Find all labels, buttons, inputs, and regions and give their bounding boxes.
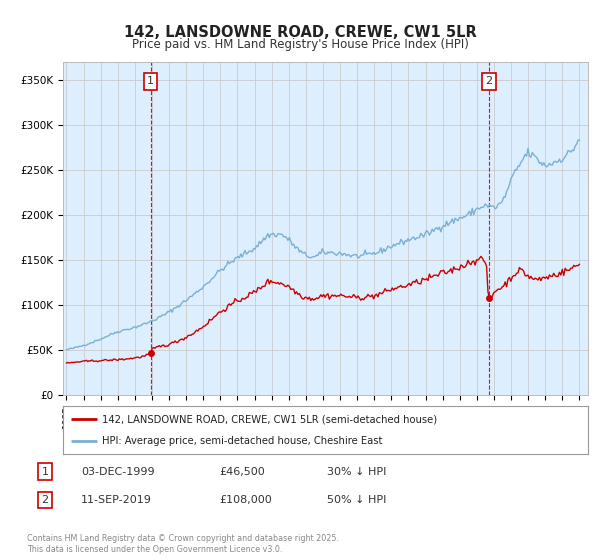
Text: Contains HM Land Registry data © Crown copyright and database right 2025.
This d: Contains HM Land Registry data © Crown c… <box>27 534 339 554</box>
Text: 50% ↓ HPI: 50% ↓ HPI <box>327 495 386 505</box>
Text: £108,000: £108,000 <box>219 495 272 505</box>
Text: 30% ↓ HPI: 30% ↓ HPI <box>327 466 386 477</box>
Text: 2: 2 <box>485 76 493 86</box>
Text: 11-SEP-2019: 11-SEP-2019 <box>81 495 152 505</box>
Text: 03-DEC-1999: 03-DEC-1999 <box>81 466 155 477</box>
Text: 1: 1 <box>41 466 49 477</box>
Text: 1: 1 <box>147 76 154 86</box>
Text: 2: 2 <box>41 495 49 505</box>
Text: HPI: Average price, semi-detached house, Cheshire East: HPI: Average price, semi-detached house,… <box>103 436 383 446</box>
Text: 142, LANSDOWNE ROAD, CREWE, CW1 5LR: 142, LANSDOWNE ROAD, CREWE, CW1 5LR <box>124 25 476 40</box>
Text: Price paid vs. HM Land Registry's House Price Index (HPI): Price paid vs. HM Land Registry's House … <box>131 38 469 52</box>
Text: £46,500: £46,500 <box>219 466 265 477</box>
Text: 142, LANSDOWNE ROAD, CREWE, CW1 5LR (semi-detached house): 142, LANSDOWNE ROAD, CREWE, CW1 5LR (sem… <box>103 414 437 424</box>
